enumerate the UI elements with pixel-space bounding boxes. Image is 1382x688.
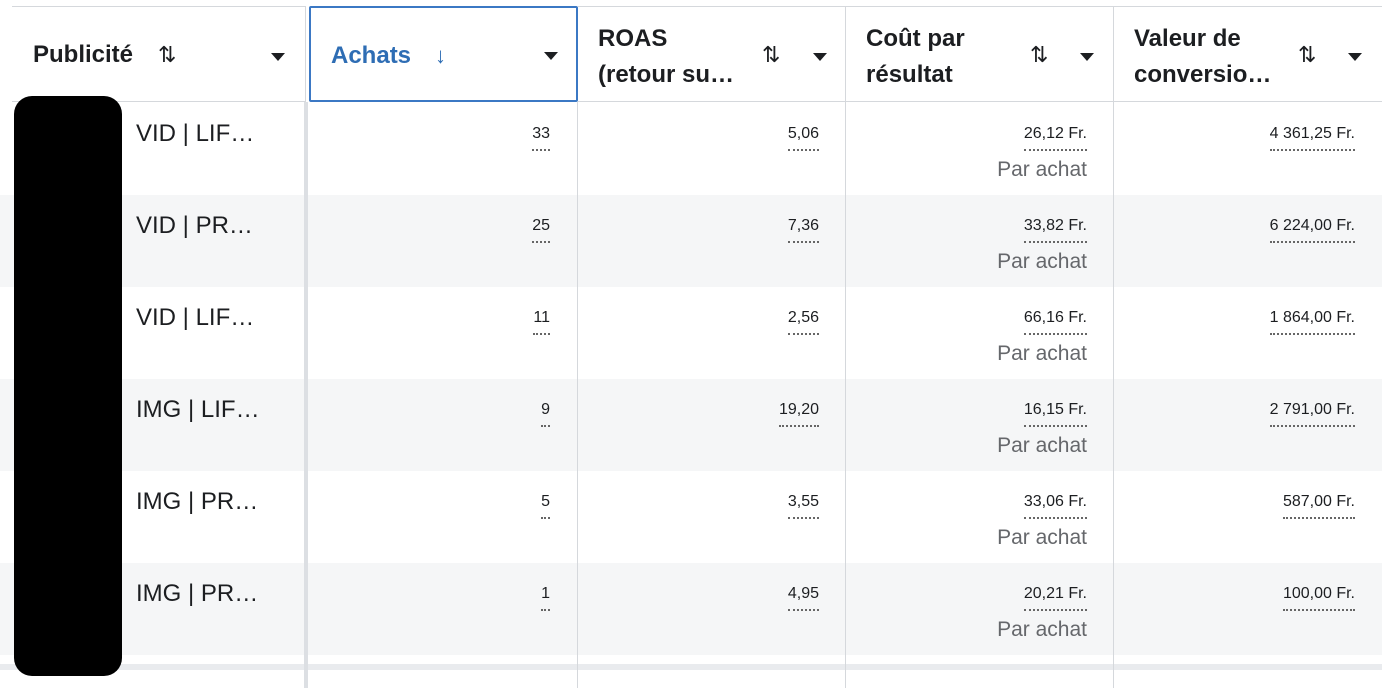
cout-sub-label: Par achat bbox=[997, 158, 1087, 181]
column-header-label-line2: (retour su… bbox=[598, 61, 735, 88]
column-header-label: Achats bbox=[331, 42, 412, 69]
achats-value[interactable]: 11 bbox=[533, 303, 550, 335]
valeur-value[interactable]: 587,00 Fr. bbox=[1282, 487, 1355, 519]
valeur-value[interactable]: 6 224,00 Fr. bbox=[1269, 211, 1355, 243]
column-header-publicite[interactable]: Publicité ⇅ bbox=[12, 6, 306, 102]
frozen-column-divider[interactable] bbox=[304, 102, 308, 688]
column-header-label-line1: Coût par bbox=[866, 25, 965, 52]
column-divider bbox=[577, 102, 578, 688]
ad-name[interactable]: VID | LIF… bbox=[136, 120, 255, 147]
achats-value[interactable]: 9 bbox=[541, 395, 550, 427]
cout-value[interactable]: 20,21 Fr. bbox=[1023, 579, 1087, 611]
ad-name[interactable]: IMG | LIF… bbox=[136, 396, 260, 423]
roas-value[interactable]: 3,55 bbox=[787, 487, 819, 519]
chevron-down-icon[interactable] bbox=[271, 53, 285, 61]
column-header-label-line2: conversio… bbox=[1134, 61, 1272, 88]
valeur-value[interactable]: 2 791,00 Fr. bbox=[1269, 395, 1355, 427]
cout-sub-label: Par achat bbox=[997, 526, 1087, 549]
cout-value[interactable]: 66,16 Fr. bbox=[1023, 303, 1087, 335]
achats-value[interactable]: 33 bbox=[532, 119, 550, 151]
cout-sub-label: Par achat bbox=[997, 434, 1087, 457]
column-header-label-line1: Valeur de bbox=[1134, 25, 1241, 52]
ad-name[interactable]: VID | LIF… bbox=[136, 304, 255, 331]
cout-sub-label: Par achat bbox=[997, 618, 1087, 641]
sort-both-arrows-icon[interactable]: ⇅ bbox=[158, 42, 177, 67]
ad-name[interactable]: VID | PR… bbox=[136, 212, 253, 239]
roas-value[interactable]: 5,06 bbox=[787, 119, 819, 151]
table-row[interactable]: IMG | PR… 1 4,95 20,21 Fr. Par achat 100… bbox=[0, 563, 1382, 655]
chevron-down-icon[interactable] bbox=[813, 53, 827, 61]
column-header-cout-par-resultat[interactable]: Coût par résultat ⇅ bbox=[846, 6, 1114, 102]
column-header-achats[interactable]: Achats ↓ bbox=[309, 6, 578, 102]
chevron-down-icon[interactable] bbox=[1348, 53, 1362, 61]
column-header-label: Publicité bbox=[33, 41, 134, 68]
valeur-value[interactable]: 1 864,00 Fr. bbox=[1269, 303, 1355, 335]
sort-both-arrows-icon[interactable]: ⇅ bbox=[1030, 42, 1049, 67]
table-footer-divider bbox=[0, 664, 1382, 670]
achats-value[interactable]: 1 bbox=[541, 579, 550, 611]
column-divider bbox=[845, 102, 846, 688]
cout-value[interactable]: 26,12 Fr. bbox=[1023, 119, 1087, 151]
valeur-value[interactable]: 4 361,25 Fr. bbox=[1269, 119, 1355, 151]
chevron-down-icon[interactable] bbox=[544, 52, 558, 60]
ad-name[interactable]: IMG | PR… bbox=[136, 488, 259, 515]
roas-value[interactable]: 2,56 bbox=[787, 303, 819, 335]
table-row[interactable]: VID | LIF… 11 2,56 66,16 Fr. Par achat 1… bbox=[0, 287, 1382, 379]
roas-value[interactable]: 19,20 bbox=[778, 395, 819, 427]
column-header-roas[interactable]: ROAS (retour su… ⇅ bbox=[578, 6, 846, 102]
redacted-thumbnails bbox=[14, 96, 122, 676]
chevron-down-icon[interactable] bbox=[1080, 53, 1094, 61]
roas-value[interactable]: 7,36 bbox=[787, 211, 819, 243]
table-footer-space bbox=[0, 655, 1382, 688]
table-row[interactable]: IMG | LIF… 9 19,20 16,15 Fr. Par achat 2… bbox=[0, 379, 1382, 471]
cout-sub-label: Par achat bbox=[997, 250, 1087, 273]
sort-down-arrow-icon[interactable]: ↓ bbox=[435, 43, 446, 68]
sort-both-arrows-icon[interactable]: ⇅ bbox=[1298, 42, 1317, 67]
sort-both-arrows-icon[interactable]: ⇅ bbox=[762, 42, 781, 67]
achats-value[interactable]: 5 bbox=[541, 487, 550, 519]
cout-value[interactable]: 33,06 Fr. bbox=[1023, 487, 1087, 519]
cout-value[interactable]: 16,15 Fr. bbox=[1023, 395, 1087, 427]
achats-value[interactable]: 25 bbox=[532, 211, 550, 243]
column-divider bbox=[1113, 102, 1114, 688]
valeur-value[interactable]: 100,00 Fr. bbox=[1282, 579, 1355, 611]
ad-name[interactable]: IMG | PR… bbox=[136, 580, 259, 607]
cout-value[interactable]: 33,82 Fr. bbox=[1023, 211, 1087, 243]
column-header-label-line2: résultat bbox=[866, 61, 953, 88]
roas-value[interactable]: 4,95 bbox=[787, 579, 819, 611]
table-row[interactable]: VID | PR… 25 7,36 33,82 Fr. Par achat 6 … bbox=[0, 195, 1382, 287]
column-header-label-line1: ROAS bbox=[598, 25, 668, 52]
column-header-valeur-conversion[interactable]: Valeur de conversio… ⇅ bbox=[1114, 6, 1382, 102]
cout-sub-label: Par achat bbox=[997, 342, 1087, 365]
table-row[interactable]: VID | LIF… 33 5,06 26,12 Fr. Par achat 4… bbox=[0, 103, 1382, 195]
table-row[interactable]: IMG | PR… 5 3,55 33,06 Fr. Par achat 587… bbox=[0, 471, 1382, 563]
